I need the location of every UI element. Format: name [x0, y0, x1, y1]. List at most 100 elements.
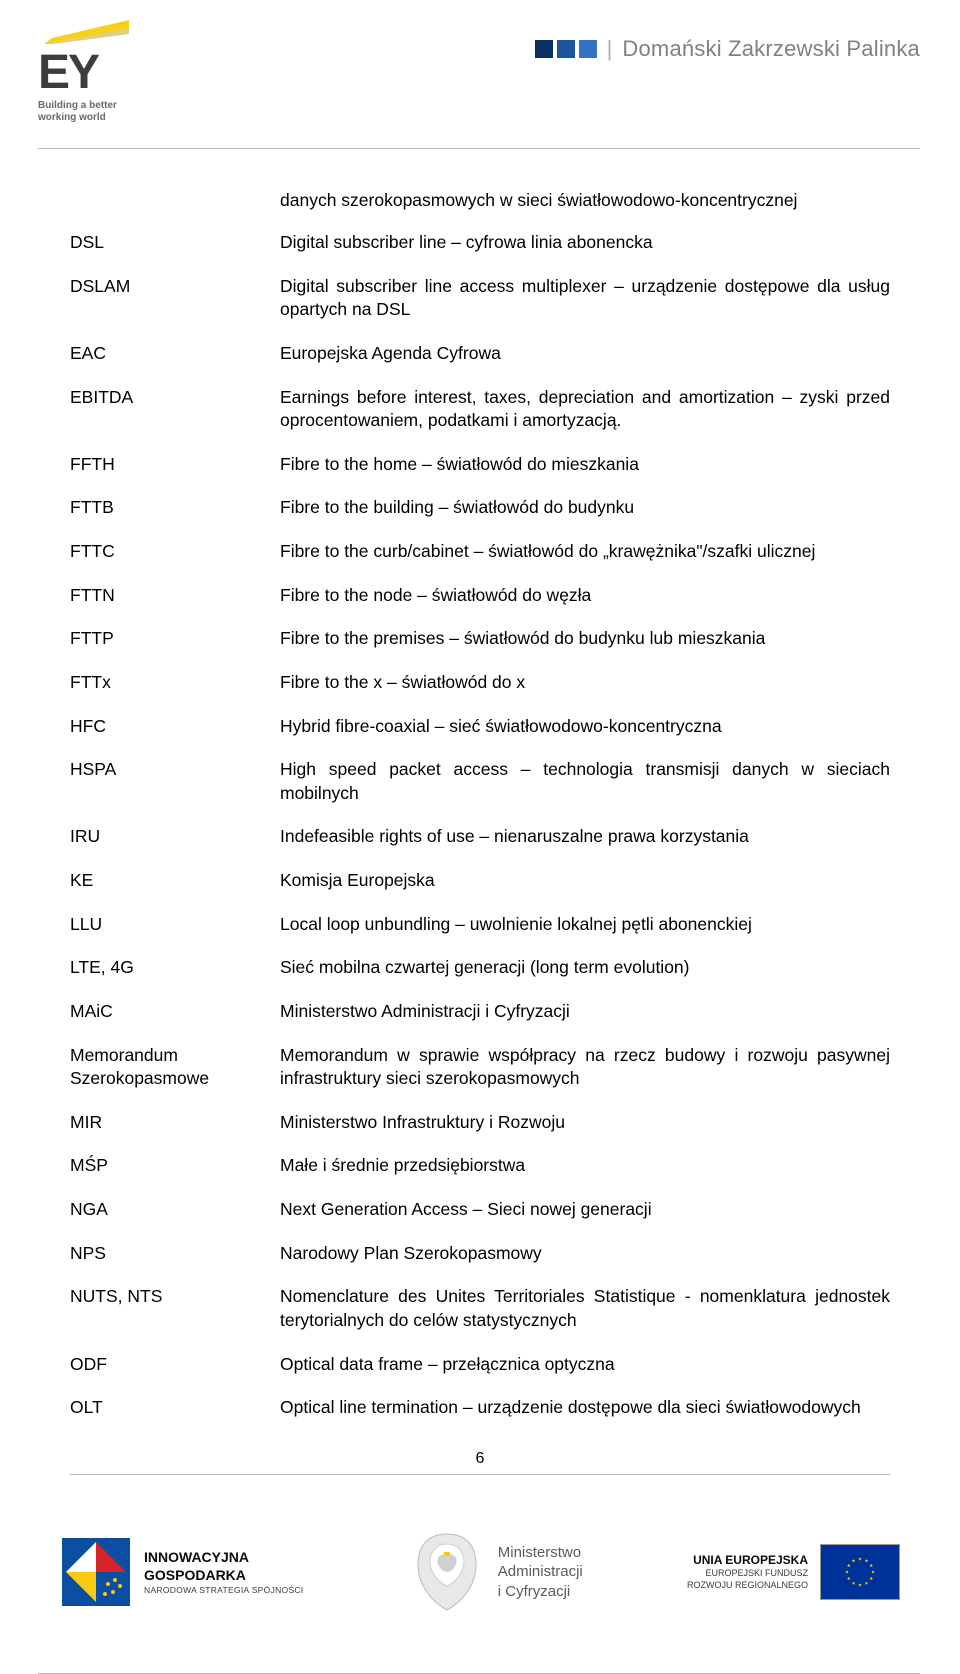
term-cell: FTTx: [70, 671, 280, 715]
ig-text: INNOWACYJNA GOSPODARKA NARODOWA STRATEGI…: [144, 1548, 304, 1595]
table-row: FTTBFibre to the building – światłowód d…: [70, 496, 890, 540]
table-row: Memorandum SzerokopasmoweMemorandum w sp…: [70, 1044, 890, 1111]
ministry-line1: Ministerstwo: [498, 1543, 583, 1563]
desc-cell: Hybrid fibre-coaxial – sieć światłowodow…: [280, 715, 890, 759]
term-cell: HFC: [70, 715, 280, 759]
table-row: NPSNarodowy Plan Szerokopasmowy: [70, 1242, 890, 1286]
footer-ministry-block: Ministerstwo Administracji i Cyfryzacji: [408, 1528, 583, 1616]
ey-letters: EY: [38, 51, 158, 94]
term-cell: OLT: [70, 1396, 280, 1440]
term-cell: LTE, 4G: [70, 956, 280, 1000]
term-cell: EBITDA: [70, 386, 280, 453]
table-row: FTTCFibre to the curb/cabinet – światłow…: [70, 540, 890, 584]
square-2: [557, 40, 575, 58]
table-row: MIRMinisterstwo Infrastruktury i Rozwoju: [70, 1111, 890, 1155]
table-row: LTE, 4GSieć mobilna czwartej generacji (…: [70, 956, 890, 1000]
eu-line1: EUROPEJSKI FUNDUSZ: [687, 1568, 808, 1580]
desc-cell: Earnings before interest, taxes, depreci…: [280, 386, 890, 453]
table-row: IRUIndefeasible rights of use – nienarus…: [70, 825, 890, 869]
content-bottom-rule: [70, 1474, 890, 1475]
page-number: 6: [70, 1450, 890, 1474]
term-cell: MAiC: [70, 1000, 280, 1044]
desc-cell: Fibre to the curb/cabinet – światłowód d…: [280, 540, 890, 584]
term-cell: FTTB: [70, 496, 280, 540]
footer-eu-block: UNIA EUROPEJSKA EUROPEJSKI FUNDUSZ ROZWO…: [687, 1544, 900, 1600]
desc-cell: Fibre to the premises – światłowód do bu…: [280, 627, 890, 671]
term-cell: HSPA: [70, 758, 280, 825]
desc-cell: Sieć mobilna czwartej generacji (long te…: [280, 956, 890, 1000]
table-row: FFTHFibre to the home – światłowód do mi…: [70, 453, 890, 497]
term-cell: MŚP: [70, 1154, 280, 1198]
term-cell: ODF: [70, 1353, 280, 1397]
table-row: HSPAHigh speed packet access – technolog…: [70, 758, 890, 825]
eu-line2: ROZWOJU REGIONALNEGO: [687, 1580, 808, 1592]
table-row: NGANext Generation Access – Sieci nowej …: [70, 1198, 890, 1242]
header-squares-icon: [535, 40, 597, 58]
ey-logo: EY Building a better working world: [38, 20, 158, 124]
desc-cell: Digital subscriber line – cyfrowa linia …: [280, 231, 890, 275]
term-cell: MIR: [70, 1111, 280, 1155]
term-cell: LLU: [70, 913, 280, 957]
desc-cell: Memorandum w sprawie współpracy na rzecz…: [280, 1044, 890, 1111]
table-row: OLTOptical line termination – urządzenie…: [70, 1396, 890, 1440]
term-cell: FTTP: [70, 627, 280, 671]
term-cell: NPS: [70, 1242, 280, 1286]
ey-tagline-line2: working world: [38, 112, 106, 123]
term-cell: IRU: [70, 825, 280, 869]
separator-bar: |: [607, 36, 613, 62]
desc-cell: High speed packet access – technologia t…: [280, 758, 890, 825]
footer-content: INNOWACYJNA GOSPODARKA NARODOWA STRATEGI…: [60, 1528, 900, 1616]
desc-cell: Europejska Agenda Cyfrowa: [280, 342, 890, 386]
desc-cell: Narodowy Plan Szerokopasmowy: [280, 1242, 890, 1286]
eu-text: UNIA EUROPEJSKA EUROPEJSKI FUNDUSZ ROZWO…: [687, 1553, 808, 1592]
term-cell: FTTC: [70, 540, 280, 584]
ministry-line2: Administracji: [498, 1562, 583, 1582]
table-row: DSLDigital subscriber line – cyfrowa lin…: [70, 231, 890, 275]
term-cell: Memorandum Szerokopasmowe: [70, 1044, 280, 1111]
term-cell: NGA: [70, 1198, 280, 1242]
term-cell: KE: [70, 869, 280, 913]
desc-cell: Fibre to the building – światłowód do bu…: [280, 496, 890, 540]
table-row: KEKomisja Europejska: [70, 869, 890, 913]
desc-cell: Next Generation Access – Sieci nowej gen…: [280, 1198, 890, 1242]
term-cell: DSLAM: [70, 275, 280, 342]
eu-stars-icon: [842, 1554, 878, 1590]
header-firm-name: Domański Zakrzewski Palinka: [622, 36, 920, 62]
eu-title: UNIA EUROPEJSKA: [687, 1553, 808, 1569]
desc-cell: Optical line termination – urządzenie do…: [280, 1396, 890, 1440]
header-right: | Domański Zakrzewski Palinka: [535, 36, 920, 62]
table-row: FTTNFibre to the node – światłowód do wę…: [70, 584, 890, 628]
footer-ig-block: INNOWACYJNA GOSPODARKA NARODOWA STRATEGI…: [60, 1536, 304, 1608]
desc-cell: Fibre to the x – światłowód do x: [280, 671, 890, 715]
table-row: EACEuropejska Agenda Cyfrowa: [70, 342, 890, 386]
desc-cell: Małe i średnie przedsiębiorstwa: [280, 1154, 890, 1198]
desc-cell: Fibre to the node – światłowód do węzła: [280, 584, 890, 628]
table-row: NUTS, NTSNomenclature des Unites Territo…: [70, 1285, 890, 1352]
term-cell: NUTS, NTS: [70, 1285, 280, 1352]
desc-cell: Ministerstwo Administracji i Cyfryzacji: [280, 1000, 890, 1044]
desc-cell: Fibre to the home – światłowód do mieszk…: [280, 453, 890, 497]
desc-cell: Local loop unbundling – uwolnienie lokal…: [280, 913, 890, 957]
desc-cell: Indefeasible rights of use – nienaruszal…: [280, 825, 890, 869]
ey-tagline: Building a better working world: [38, 100, 158, 124]
term-cell: FFTH: [70, 453, 280, 497]
ministry-text: Ministerstwo Administracji i Cyfryzacji: [498, 1543, 583, 1602]
ig-title-1: INNOWACYJNA: [144, 1548, 304, 1566]
ig-title-2: GOSPODARKA: [144, 1566, 304, 1584]
square-1: [535, 40, 553, 58]
ey-beam-icon: [44, 20, 129, 44]
ig-subtitle: NARODOWA STRATEGIA SPÓJNOŚCI: [144, 1585, 304, 1596]
ministry-line3: i Cyfryzacji: [498, 1582, 583, 1602]
page-header: EY Building a better working world | Dom…: [0, 0, 960, 150]
term-cell: FTTN: [70, 584, 280, 628]
poland-emblem-icon: [408, 1528, 486, 1616]
ig-badge-icon: [60, 1536, 132, 1608]
term-cell: EAC: [70, 342, 280, 386]
intro-line: danych szerokopasmowych w sieci światłow…: [280, 190, 890, 211]
page-content: danych szerokopasmowych w sieci światłow…: [0, 150, 960, 1475]
table-row: FTTxFibre to the x – światłowód do x: [70, 671, 890, 715]
desc-cell: Ministerstwo Infrastruktury i Rozwoju: [280, 1111, 890, 1155]
desc-cell: Digital subscriber line access multiplex…: [280, 275, 890, 342]
table-row: MŚPMałe i średnie przedsiębiorstwa: [70, 1154, 890, 1198]
square-3: [579, 40, 597, 58]
